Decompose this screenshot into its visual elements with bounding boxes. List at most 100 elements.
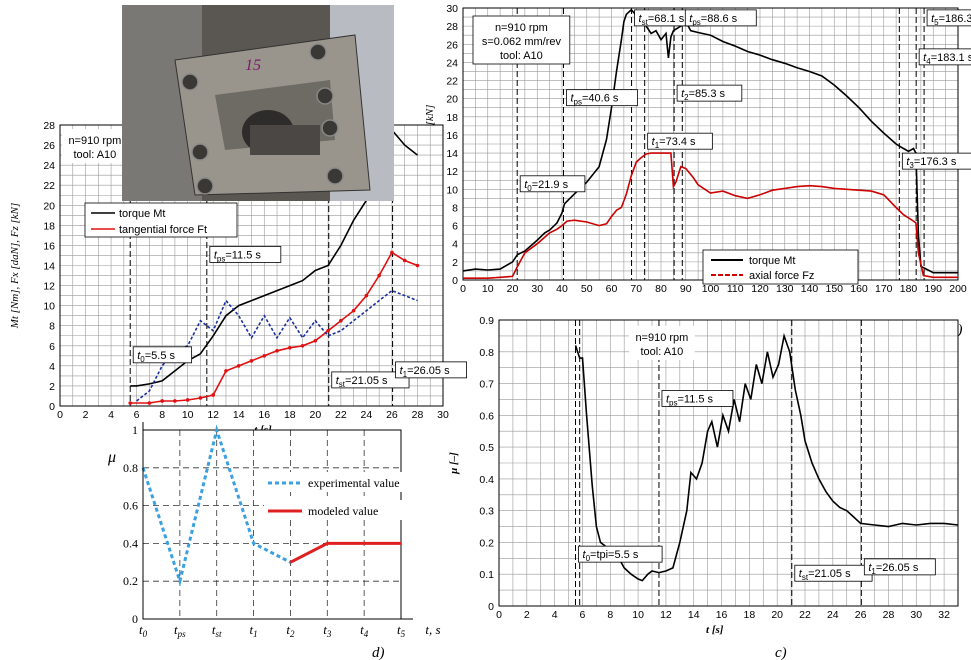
x-tick-label: 24 bbox=[361, 409, 373, 421]
y-tick-label: 0.2 bbox=[479, 537, 494, 549]
photo-bolt bbox=[321, 119, 339, 137]
data-point bbox=[313, 338, 318, 343]
y-tick-label: 12 bbox=[43, 281, 55, 293]
y-tick-label: 0.7 bbox=[479, 379, 494, 391]
annotation-box bbox=[395, 361, 467, 379]
data-point bbox=[415, 263, 420, 268]
panel-c: 0 2 4 6 8 10 12 14 16 18 20 22 24 26 28 30 3200.10.20.30… bbox=[448, 315, 959, 660]
plot-frame bbox=[498, 319, 959, 607]
y-tick-label: 6 bbox=[49, 341, 55, 353]
data-point bbox=[128, 401, 133, 405]
x-tick-label: 10 bbox=[632, 609, 644, 621]
x-tick-label: t4 bbox=[360, 622, 369, 639]
annotation-box bbox=[918, 48, 971, 66]
legend-label: experimental value bbox=[308, 476, 400, 490]
y-tick-label: 0 bbox=[452, 275, 458, 287]
data-point bbox=[185, 398, 190, 402]
annotation-box bbox=[578, 545, 663, 563]
y-tick-label: 14 bbox=[43, 261, 55, 273]
annotation-label: t1=26.05 s bbox=[868, 562, 919, 576]
x-tick-label: 8 bbox=[159, 409, 165, 421]
info-box bbox=[629, 326, 695, 360]
data-point bbox=[288, 345, 292, 350]
photo-bolt bbox=[316, 87, 334, 105]
legend-label: modeled value bbox=[308, 504, 378, 518]
annotation-label: t0=tpi=5.5 s bbox=[583, 549, 639, 563]
x-tick-label: 16 bbox=[258, 409, 270, 421]
info-line: n=910 rpm bbox=[495, 22, 548, 34]
x-tick-label: 16 bbox=[716, 609, 728, 621]
data-point bbox=[275, 349, 279, 353]
annotation-label: tst=68.1 s bbox=[639, 13, 685, 27]
x-tick-label: 140 bbox=[801, 283, 819, 295]
data-point bbox=[173, 399, 177, 403]
data-point bbox=[339, 318, 343, 323]
x-tick-label: 0 bbox=[460, 283, 466, 295]
y-tick-label: 0.1 bbox=[479, 569, 494, 581]
data-point bbox=[390, 250, 394, 255]
y-tick-label: 14 bbox=[446, 148, 458, 160]
x-axis-title: t, s bbox=[425, 622, 440, 637]
annotation-label: tps=88.6 s bbox=[689, 13, 737, 27]
data-point bbox=[326, 328, 330, 333]
info-line: tool: A10 bbox=[500, 50, 543, 62]
y-tick-label: 0.2 bbox=[123, 574, 138, 588]
info-line: n=910 rpm bbox=[68, 135, 121, 147]
x-tick-label: tst bbox=[212, 622, 222, 639]
y-tick-label: 12 bbox=[446, 166, 458, 178]
annotation-box bbox=[661, 390, 734, 407]
y-tick-label: 24 bbox=[446, 57, 458, 69]
legend bbox=[84, 202, 238, 238]
x-tick-label: 100 bbox=[702, 283, 720, 295]
annotation-label: t3=176.3 s bbox=[906, 156, 957, 170]
x-tick-label: 40 bbox=[556, 283, 568, 295]
x-tick-label: 22 bbox=[799, 609, 811, 621]
photo-bolt bbox=[326, 167, 344, 185]
x-tick-label: 2 bbox=[524, 609, 530, 621]
annotation-box bbox=[566, 89, 638, 107]
photo-spindle bbox=[250, 125, 320, 155]
y-tick-label: 8 bbox=[452, 202, 458, 214]
x-tick-label: 28 bbox=[412, 409, 424, 421]
x-tick-label: 10 bbox=[182, 409, 194, 421]
annotation-box bbox=[132, 346, 193, 364]
annotation-label: tps=11.5 s bbox=[214, 249, 262, 263]
annotation-label: tps=40.6 s bbox=[570, 93, 618, 107]
y-tick-label: 18 bbox=[43, 220, 55, 232]
x-axis-title: t [s] bbox=[706, 624, 724, 636]
x-tick-label: 6 bbox=[580, 609, 586, 621]
annotation-label: t1=73.4 s bbox=[652, 136, 696, 150]
x-tick-label: 12 bbox=[660, 609, 672, 621]
series-line bbox=[289, 541, 401, 564]
legend-label: torque Mt bbox=[749, 255, 795, 267]
x-tick-label: 14 bbox=[688, 609, 700, 621]
x-tick-label: 32 bbox=[938, 609, 950, 621]
y-tick-label: 4 bbox=[452, 239, 458, 251]
x-tick-label: 4 bbox=[552, 609, 558, 621]
info-box bbox=[62, 129, 128, 163]
data-point bbox=[364, 293, 369, 298]
x-tick-label: t2 bbox=[286, 622, 295, 639]
x-tick-label: 70 bbox=[630, 283, 642, 295]
x-tick-label: 4 bbox=[108, 409, 114, 421]
photo-bolt bbox=[191, 143, 209, 161]
annotation-box bbox=[331, 371, 410, 389]
annotation-label: t4=183.1 s bbox=[923, 52, 971, 66]
y-tick-label: 28 bbox=[43, 120, 55, 132]
x-tick-label: 170 bbox=[875, 283, 893, 295]
data-point bbox=[236, 364, 241, 368]
x-tick-label: 12 bbox=[207, 409, 219, 421]
annotation-box bbox=[684, 9, 757, 27]
info-line: n=910 rpm bbox=[635, 332, 688, 344]
y-tick-label: 0.3 bbox=[479, 506, 494, 518]
series-line bbox=[463, 152, 958, 279]
x-tick-label: t3 bbox=[323, 622, 332, 639]
y-tick-label: 10 bbox=[43, 301, 55, 313]
y-tick-label: 0 bbox=[132, 612, 138, 626]
data-point bbox=[147, 401, 152, 405]
y-axis-title: Mt [Nm], Fx [daN], Fz [kN] bbox=[9, 203, 21, 330]
annotation-label: t0=21.9 s bbox=[524, 179, 568, 193]
x-tick-label: 130 bbox=[776, 283, 794, 295]
x-tick-label: 0 bbox=[496, 609, 502, 621]
y-tick-label: 0 bbox=[488, 601, 494, 613]
